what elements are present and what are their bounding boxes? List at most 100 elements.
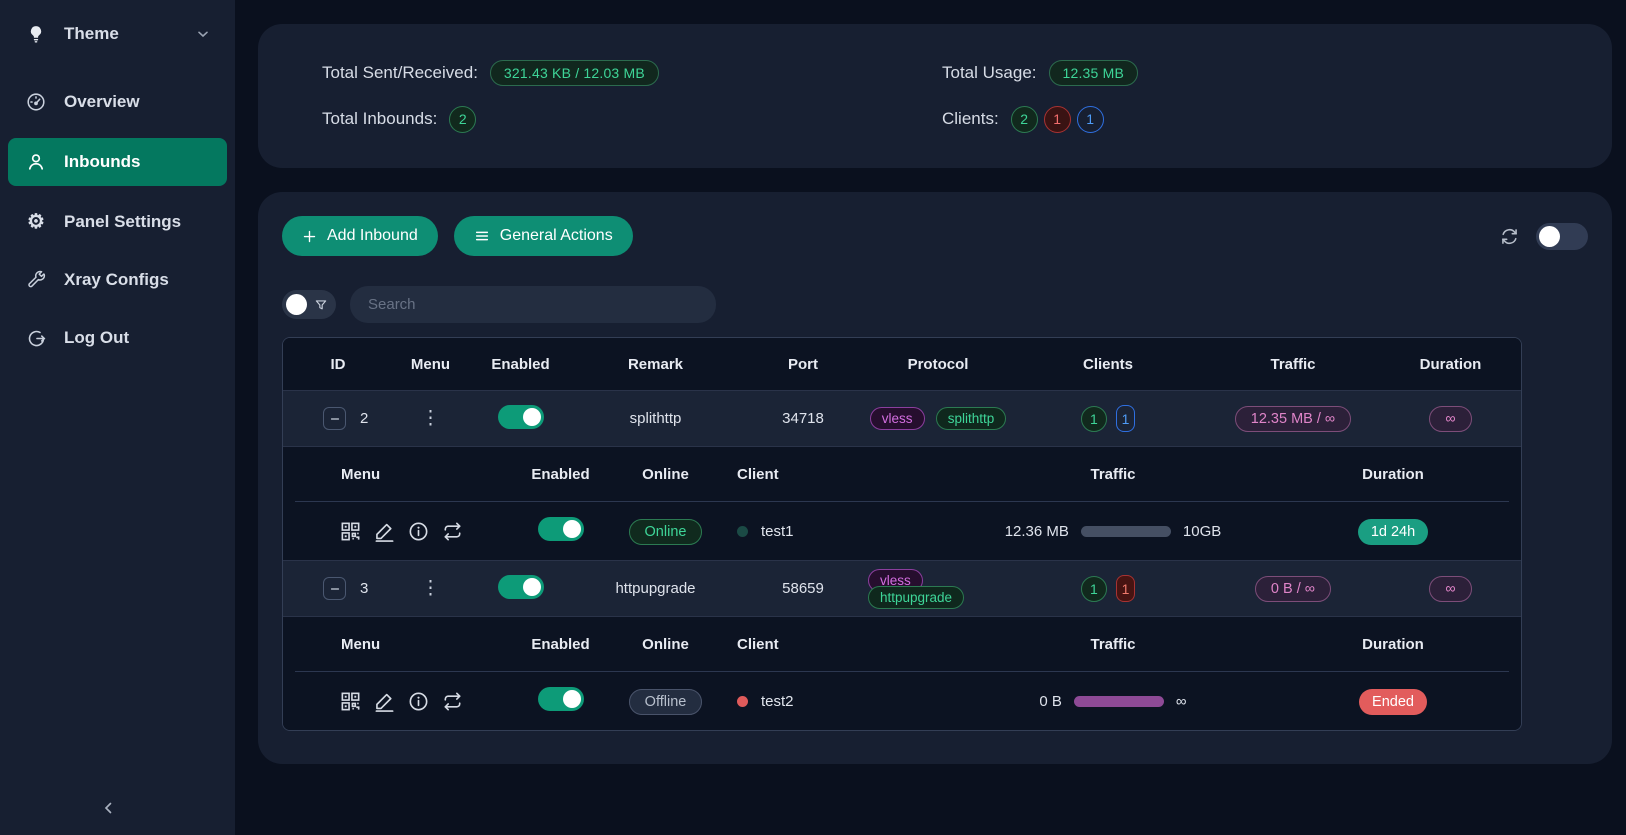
client-status-dot: [737, 525, 748, 537]
search-input[interactable]: [350, 286, 716, 323]
sidebar-item-overview[interactable]: Overview: [8, 80, 227, 124]
divider: [295, 671, 1509, 672]
column-header: Port: [788, 355, 818, 373]
transport-tag: splithttp: [935, 407, 1007, 430]
inbound-traffic-badge: 0 B / ∞: [1254, 576, 1332, 602]
logout-icon: [24, 328, 48, 349]
inbound-group: 3 ⋮ httpupgrade 58659 vless httpupgrade …: [283, 560, 1521, 730]
client-enabled-toggle[interactable]: [537, 687, 584, 711]
inbound-traffic-badge: 12.35 MB / ∞: [1234, 406, 1352, 432]
column-header: ID: [330, 355, 346, 373]
qr-code-icon[interactable]: [339, 520, 362, 543]
inbounds-card: Add Inbound General Actions: [258, 192, 1612, 764]
inbound-port: 34718: [782, 410, 824, 427]
clients-count-badge: 1: [1076, 105, 1104, 133]
stat-label: Total Inbounds:: [322, 109, 438, 128]
lightbulb-icon: [24, 23, 48, 45]
subtable-column-header: Online: [642, 465, 689, 483]
sidebar: Theme Overview Inbounds ⚙ Panel Settings…: [0, 0, 235, 835]
refresh-button[interactable]: [1499, 226, 1520, 247]
column-header: Enabled: [491, 355, 550, 373]
gauge-icon: [24, 91, 48, 113]
client-count-secondary: 1: [1116, 575, 1136, 602]
client-count-total: 1: [1080, 405, 1107, 432]
stats-card: Total Sent/Received: 321.43 KB / 12.03 M…: [258, 24, 1612, 168]
subtable-column-header: Menu: [341, 465, 381, 483]
client-count-secondary: 1: [1116, 405, 1136, 432]
client-row: Online test1 12.36 MB 10GB 1d 24h: [283, 502, 1521, 560]
menu-lines-icon: [475, 231, 488, 241]
column-header: Duration: [1419, 355, 1482, 373]
general-actions-button[interactable]: General Actions: [453, 216, 633, 256]
traffic-used: 12.36 MB: [1004, 522, 1069, 540]
filter-toggle[interactable]: [282, 290, 336, 319]
traffic-used: 0 B: [1039, 692, 1062, 710]
traffic-progress-bar: [1080, 525, 1171, 537]
client-enabled-toggle[interactable]: [537, 517, 584, 541]
sidebar-item-inbounds[interactable]: Inbounds: [8, 138, 227, 186]
sidebar-item-log-out[interactable]: Log Out: [8, 316, 227, 360]
client-duration-badge: 1d 24h: [1357, 518, 1429, 545]
clients-count-badge: 1: [1043, 105, 1071, 133]
sidebar-item-label: Xray Configs: [64, 270, 169, 289]
info-icon[interactable]: [407, 520, 430, 543]
client-subtable: Menu Enabled Online Client Traffic Duration: [283, 616, 1521, 730]
client-count-total: 1: [1080, 575, 1107, 602]
client-duration-badge: Ended: [1359, 688, 1427, 715]
row-menu-button[interactable]: ⋮: [421, 408, 440, 429]
theme-label: Theme: [64, 24, 119, 43]
online-status-badge: Offline: [628, 688, 703, 715]
inbound-id: 3: [360, 580, 369, 597]
collapse-row-button[interactable]: [323, 577, 346, 600]
sidebar-item-panel-settings[interactable]: ⚙ Panel Settings: [8, 200, 227, 244]
reset-traffic-icon[interactable]: [441, 690, 464, 713]
sidebar-item-label: Overview: [64, 92, 140, 111]
column-header: Remark: [627, 355, 684, 373]
funnel-icon: [314, 298, 328, 312]
inbound-enabled-toggle[interactable]: [497, 404, 544, 429]
row-menu-button[interactable]: ⋮: [421, 578, 440, 599]
refresh-icon: [1502, 228, 1517, 244]
stat-label: Total Sent/Received:: [322, 63, 478, 82]
inbound-enabled-toggle[interactable]: [497, 574, 544, 599]
client-row: Offline test2 0 B ∞ Ended: [283, 672, 1521, 730]
qr-code-icon[interactable]: [339, 690, 362, 713]
subtable-column-header: Traffic: [1090, 635, 1136, 653]
edit-icon[interactable]: [373, 520, 396, 543]
sidebar-collapse-button[interactable]: [100, 799, 118, 817]
inbound-port: 58659: [782, 580, 824, 597]
traffic-total: ∞: [1175, 692, 1187, 710]
total-inbounds-value: 2: [449, 105, 477, 133]
user-icon: [24, 151, 48, 173]
subtable-column-header: Menu: [341, 635, 381, 653]
client-name: test2: [761, 692, 794, 710]
sidebar-item-xray-configs[interactable]: Xray Configs: [8, 258, 227, 302]
online-status-badge: Online: [628, 518, 703, 545]
collapse-row-button[interactable]: [323, 407, 346, 430]
inbound-table: ID Menu Enabled Remark Port Protocol Clients Tr…: [282, 337, 1522, 731]
sidebar-item-label: Log Out: [64, 328, 130, 347]
inbound-group: 2 ⋮ splithttp 34718 vless splithttp 1 1 …: [283, 390, 1521, 560]
inbound-remark: splithttp: [629, 410, 682, 427]
subtable-column-header: Client: [737, 635, 779, 653]
info-icon[interactable]: [407, 690, 430, 713]
inbound-table-body: 2 ⋮ splithttp 34718 vless splithttp 1 1 …: [283, 390, 1521, 730]
minus-icon: [330, 587, 339, 590]
edit-icon[interactable]: [373, 690, 396, 713]
inbound-duration-badge: ∞: [1429, 406, 1472, 432]
sidebar-item-label: Inbounds: [64, 152, 141, 171]
table-header-row: ID Menu Enabled Remark Port Protocol Clients Tr…: [283, 338, 1521, 390]
add-inbound-button[interactable]: Add Inbound: [282, 216, 438, 256]
auto-refresh-toggle[interactable]: [1536, 222, 1588, 250]
reset-traffic-icon[interactable]: [441, 520, 464, 543]
theme-selector[interactable]: Theme: [8, 10, 227, 58]
plus-icon: [303, 230, 316, 242]
search-row: [282, 286, 1588, 323]
column-header: Clients: [1082, 355, 1133, 373]
inbound-remark: httpupgrade: [615, 580, 696, 597]
traffic-total: 10GB: [1182, 522, 1222, 540]
stat-label: Clients:: [942, 109, 999, 128]
subtable-column-header: Client: [737, 465, 779, 483]
subtable-column-header: Enabled: [531, 465, 590, 483]
